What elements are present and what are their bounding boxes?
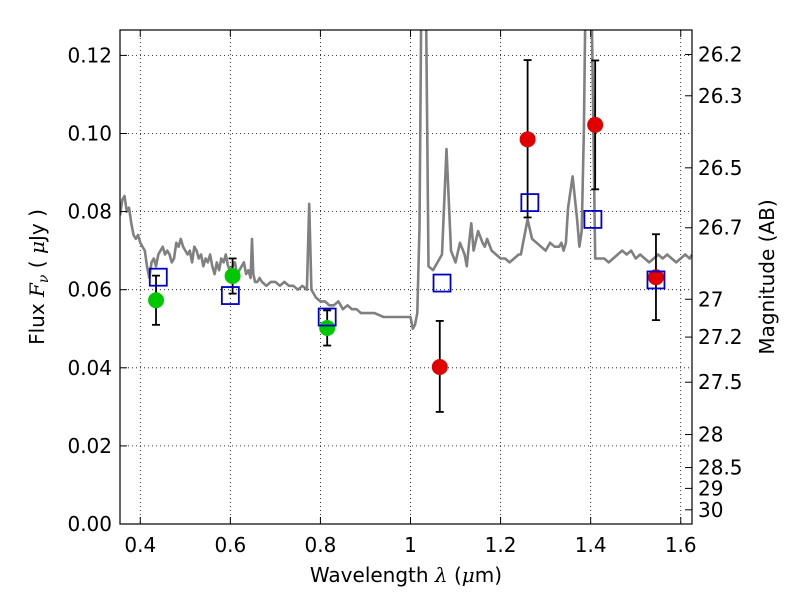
y2-tick-label: 26.3 xyxy=(698,84,743,108)
model-point-square xyxy=(148,267,168,287)
data-point-circle xyxy=(319,319,336,336)
data-point-circle xyxy=(224,268,241,285)
y-tick-label: 0.10 xyxy=(67,121,112,145)
model-point-square xyxy=(317,307,337,327)
x-axis-label: Wavelength λ (μm) xyxy=(310,563,502,587)
data-point-circle xyxy=(519,131,536,148)
model-point-square xyxy=(646,270,666,290)
y2-tick-label: 26.7 xyxy=(698,216,743,240)
y-tick-label: 0.04 xyxy=(67,356,112,380)
y-tick-label: 0.06 xyxy=(67,278,112,302)
data-markers xyxy=(148,59,666,413)
model-point-square xyxy=(432,273,452,293)
model-spectrum xyxy=(120,30,692,330)
y2-tick-label: 26.5 xyxy=(698,156,743,180)
data-point-circle xyxy=(148,292,165,309)
y2-tick-label: 27.2 xyxy=(698,325,743,349)
x-tick-label: 0.8 xyxy=(305,533,337,557)
y2-tick-label: 27.5 xyxy=(698,370,743,394)
spectrum-line xyxy=(120,30,692,330)
x-tick-label: 1.4 xyxy=(575,533,607,557)
y2-tick-label: 29 xyxy=(698,476,723,500)
x-tick-label: 1.6 xyxy=(665,533,697,557)
y2-tick-label: 28.5 xyxy=(698,456,743,480)
x-tick-label: 1 xyxy=(404,533,417,557)
model-point-square xyxy=(220,286,240,305)
model-point-square xyxy=(520,193,540,213)
y-tick-label: 0.08 xyxy=(67,200,112,224)
data-point-circle xyxy=(647,269,664,286)
x-tick-label: 1.2 xyxy=(485,533,517,557)
plot-frame xyxy=(119,29,693,525)
model-point-square xyxy=(583,209,603,229)
y-tick-label: 0.00 xyxy=(67,512,112,536)
y2-axis-label: Magnitude (AB) xyxy=(755,199,779,354)
y2-tick-label: 27 xyxy=(698,287,723,311)
y2-tick-label: 28 xyxy=(698,423,723,447)
axis-ticks: 0.4 0.6 0.8 1 1.2 1.4 1.6 0.00 0.02 0.04 0.06 0.08 0… xyxy=(67,30,743,557)
y2-tick-label: 26.2 xyxy=(698,42,743,66)
y2-tick-label: 30 xyxy=(698,498,723,522)
x-tick-label: 0.6 xyxy=(214,533,246,557)
data-point-circle xyxy=(587,116,604,133)
y-tick-label: 0.12 xyxy=(67,43,112,67)
y-tick-label: 0.02 xyxy=(67,434,112,458)
x-tick-label: 0.4 xyxy=(124,533,156,557)
data-point-circle xyxy=(431,359,448,376)
